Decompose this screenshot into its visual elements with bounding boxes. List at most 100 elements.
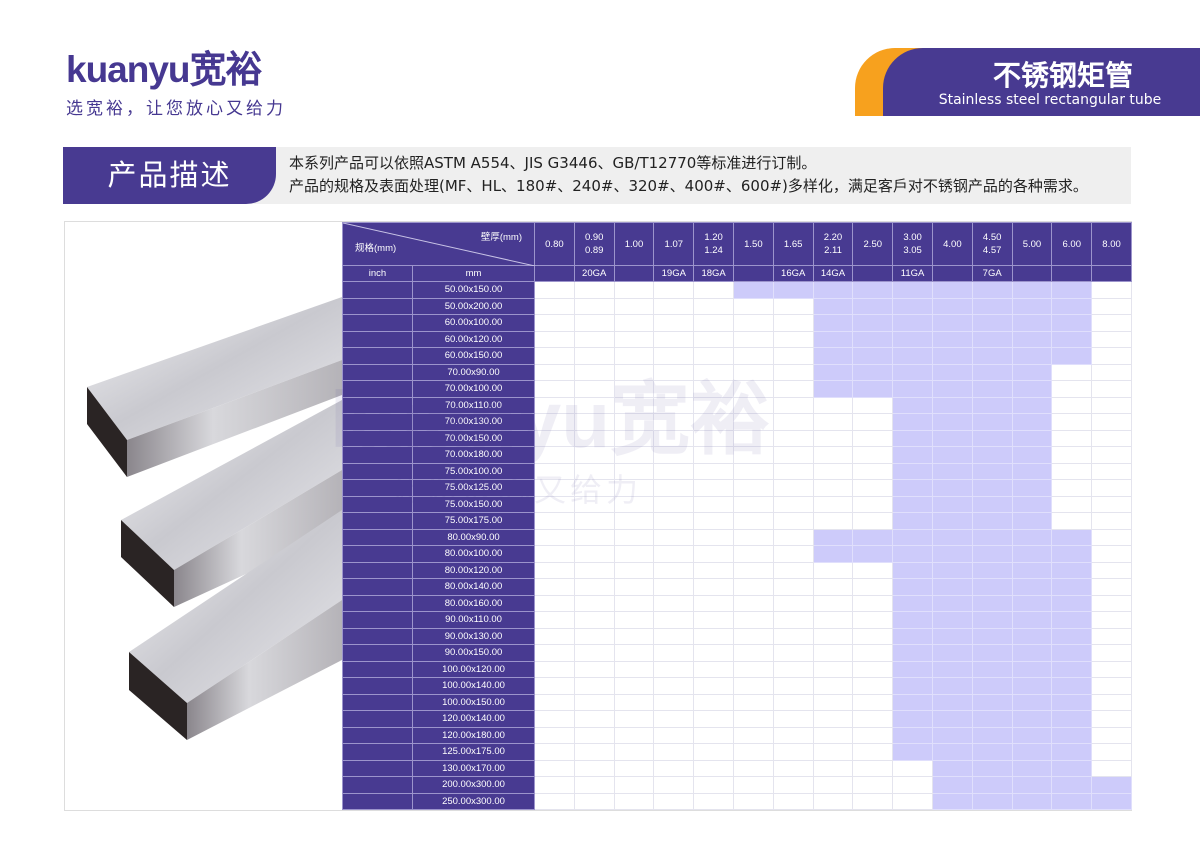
available-cell (1011, 380, 1053, 398)
gauge-header (1091, 265, 1132, 282)
empty-cell (812, 611, 854, 629)
available-cell (971, 627, 1013, 645)
empty-cell (534, 677, 575, 695)
available-cell (971, 528, 1013, 546)
empty-cell (852, 726, 894, 744)
gauge-header: 14GA (812, 265, 854, 282)
table-row: 70.00x100.00 (342, 380, 1132, 398)
thickness-value: 5.00 (1022, 238, 1042, 250)
thickness-header: 0.90 0.89 (573, 222, 615, 266)
available-cell (1011, 644, 1053, 662)
thickness-value: 3.05 (903, 245, 922, 256)
empty-cell (1091, 347, 1132, 365)
empty-cell (534, 347, 575, 365)
empty-cell (573, 314, 615, 332)
empty-cell (613, 380, 655, 398)
inch-cell (342, 578, 413, 596)
available-cell (892, 561, 933, 579)
available-cell (971, 363, 1013, 381)
table-corner-header: 壁厚(mm) 规格(mm) (342, 222, 535, 266)
empty-cell (693, 330, 734, 348)
empty-cell (573, 660, 615, 678)
empty-cell (772, 545, 814, 563)
empty-cell (573, 479, 615, 497)
size-cell: 70.00x180.00 (412, 446, 535, 464)
available-cell (931, 677, 973, 695)
product-title-en: Stainless steel rectangular tube (938, 92, 1162, 108)
size-cell: 250.00x300.00 (412, 792, 535, 810)
available-cell (931, 627, 973, 645)
empty-cell (812, 512, 854, 530)
table-row: 75.00x100.00 (342, 462, 1132, 480)
thickness-value: 1.07 (664, 238, 684, 250)
thickness-header: 5.00 (1011, 222, 1053, 266)
empty-cell (732, 611, 774, 629)
available-cell (971, 578, 1013, 596)
empty-cell (573, 776, 615, 794)
empty-cell (772, 380, 814, 398)
empty-cell (613, 281, 655, 299)
empty-cell (693, 660, 734, 678)
empty-cell (772, 314, 814, 332)
empty-cell (1091, 396, 1132, 414)
available-cell (971, 281, 1013, 299)
empty-cell (653, 611, 695, 629)
empty-cell (732, 297, 774, 315)
thickness-value: 4.50 (982, 232, 1002, 243)
gauge-header: 20GA (573, 265, 615, 282)
empty-cell (1091, 495, 1132, 513)
available-cell (1051, 627, 1093, 645)
product-title-cn: 不锈钢矩管 (992, 59, 1133, 92)
empty-cell (613, 462, 655, 480)
available-cell (1011, 314, 1053, 332)
available-cell (1011, 528, 1053, 546)
empty-cell (573, 512, 615, 530)
available-cell (931, 413, 973, 431)
tube-3 (129, 510, 342, 740)
empty-cell (534, 561, 575, 579)
empty-cell (573, 644, 615, 662)
empty-cell (534, 380, 575, 398)
empty-cell (653, 512, 695, 530)
available-cell (1011, 446, 1053, 464)
empty-cell (573, 710, 615, 728)
empty-cell (1091, 644, 1132, 662)
available-cell (971, 479, 1013, 497)
empty-cell (613, 561, 655, 579)
inch-cell (342, 792, 413, 810)
empty-cell (892, 759, 933, 777)
empty-cell (772, 627, 814, 645)
inch-cell (342, 726, 413, 744)
table-row: 60.00x100.00 (342, 314, 1132, 332)
empty-cell (1051, 413, 1093, 431)
empty-cell (534, 743, 575, 761)
empty-cell (812, 561, 854, 579)
available-cell (1051, 314, 1093, 332)
empty-cell (613, 363, 655, 381)
empty-cell (693, 512, 734, 530)
available-cell (772, 281, 814, 299)
available-cell (1051, 528, 1093, 546)
table-row: 80.00x160.00 (342, 594, 1132, 612)
available-cell (1011, 330, 1053, 348)
empty-cell (573, 792, 615, 810)
available-cell (971, 677, 1013, 695)
empty-cell (732, 759, 774, 777)
thickness-value: 2.20 (823, 232, 843, 243)
available-cell (812, 314, 854, 332)
description-line: 产品的规格及表面处理(MF、HL、180#、240#、320#、400#、600… (289, 177, 1088, 195)
empty-cell (573, 446, 615, 464)
empty-cell (693, 545, 734, 563)
empty-cell (653, 627, 695, 645)
empty-cell (892, 792, 933, 810)
empty-cell (852, 429, 894, 447)
table-row: 80.00x90.00 (342, 528, 1132, 546)
inch-cell (342, 429, 413, 447)
empty-cell (613, 495, 655, 513)
empty-cell (613, 644, 655, 662)
available-cell (1051, 545, 1093, 563)
available-cell (812, 363, 854, 381)
empty-cell (534, 297, 575, 315)
inch-cell (342, 776, 413, 794)
available-cell (931, 363, 973, 381)
